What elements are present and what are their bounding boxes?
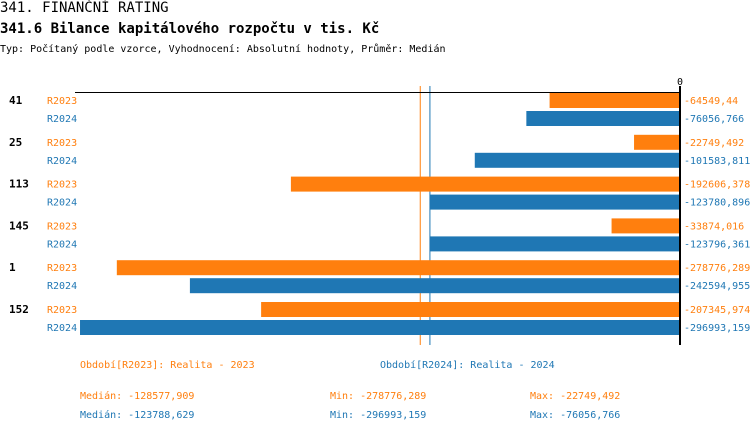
bar-r2023 bbox=[261, 302, 680, 317]
bar-r2023 bbox=[634, 134, 680, 150]
series-label: R2024 bbox=[47, 239, 77, 250]
series-label: R2023 bbox=[47, 96, 77, 107]
value-label: -33874,016 bbox=[684, 221, 744, 232]
category-label: 25 bbox=[9, 136, 22, 149]
max-r2024: Max: -76056,766 bbox=[530, 410, 621, 421]
median-r2023: Medián: -128577,909 bbox=[80, 391, 195, 402]
bar-r2023 bbox=[611, 218, 680, 234]
series-label: R2023 bbox=[47, 263, 77, 274]
median-r2024: Medián: -123788,629 bbox=[80, 410, 195, 421]
value-label: -64549,44 bbox=[684, 96, 738, 107]
bar-r2024 bbox=[80, 320, 681, 335]
min-r2023: Min: -278776,289 bbox=[330, 391, 427, 402]
bar-r2023 bbox=[290, 176, 680, 192]
legend-r2024: Období[R2024]: Realita - 2024 bbox=[380, 360, 555, 371]
chart-title: 341.6 Bilance kapitálového rozpočtu v ti… bbox=[0, 21, 380, 37]
series-label: R2024 bbox=[47, 323, 77, 334]
zero-tick-label: 0 bbox=[677, 77, 683, 88]
value-label: -192606,378 bbox=[684, 180, 750, 191]
max-r2023: Max: -22749,492 bbox=[530, 391, 621, 402]
value-label: -242594,955 bbox=[684, 281, 750, 292]
chart-info: Typ: Počítaný podle vzorce, Vyhodnocení:… bbox=[0, 44, 446, 55]
bar-r2024 bbox=[429, 236, 680, 252]
min-r2024: Min: -296993,159 bbox=[330, 410, 427, 421]
category-label: 113 bbox=[9, 178, 29, 191]
series-label: R2024 bbox=[47, 114, 77, 125]
value-label: -22749,492 bbox=[684, 138, 744, 149]
bar-r2024 bbox=[474, 152, 680, 168]
value-label: -123780,896 bbox=[684, 198, 750, 209]
page-title: 341. FINANČNÍ RATING bbox=[0, 0, 169, 16]
series-label: R2024 bbox=[47, 281, 77, 292]
series-label: R2023 bbox=[47, 138, 77, 149]
bar-r2024 bbox=[189, 278, 680, 294]
series-label: R2023 bbox=[47, 180, 77, 191]
bar-r2024 bbox=[429, 194, 680, 210]
value-label: -101583,811 bbox=[684, 156, 750, 167]
bar-r2023 bbox=[116, 260, 681, 276]
category-label: 145 bbox=[9, 219, 29, 232]
category-label: 1 bbox=[9, 261, 16, 274]
legend-r2023: Období[R2023]: Realita - 2023 bbox=[80, 360, 255, 371]
series-label: R2024 bbox=[47, 156, 77, 167]
value-label: -296993,159 bbox=[684, 323, 750, 334]
series-label: R2023 bbox=[47, 305, 77, 316]
value-label: -207345,974 bbox=[684, 305, 750, 316]
value-label: -76056,766 bbox=[684, 114, 744, 125]
bar-r2023 bbox=[549, 93, 680, 108]
series-label: R2024 bbox=[47, 198, 77, 209]
category-label: 152 bbox=[9, 303, 29, 316]
series-label: R2023 bbox=[47, 221, 77, 232]
value-label: -278776,289 bbox=[684, 263, 750, 274]
category-label: 41 bbox=[9, 94, 23, 107]
bar-r2024 bbox=[526, 111, 680, 126]
value-label: -123796,361 bbox=[684, 239, 750, 250]
